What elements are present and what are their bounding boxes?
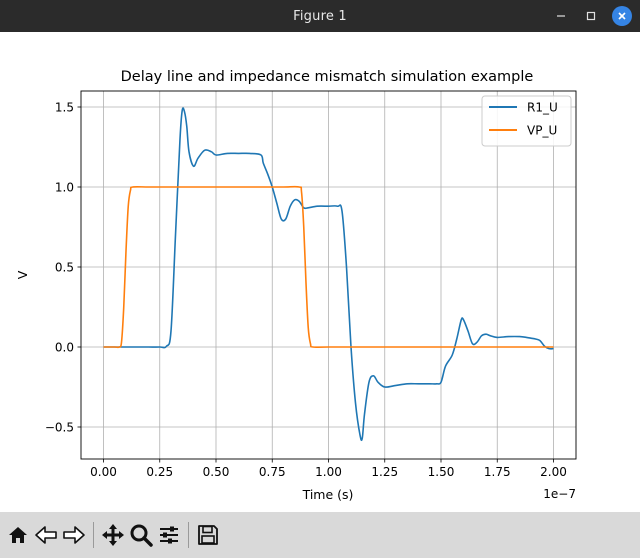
series-line-r1-u [103,107,554,442]
window-title: Figure 1 [293,8,347,24]
x-tick-label: 0.75 [259,465,286,479]
x-tick-label: 1.25 [371,465,398,479]
save-icon[interactable] [194,519,222,551]
x-tick-label: 0.50 [203,465,230,479]
x-tick-label: 2.00 [540,465,567,479]
forward-arrow-icon[interactable] [60,519,88,551]
navigation-toolbar [0,512,640,558]
toolbar-separator [93,522,94,548]
y-tick-label: 0.0 [55,341,74,355]
y-tick-label: 0.5 [55,261,74,275]
x-offset-label: 1e−7 [543,487,576,501]
x-tick-label: 0.00 [90,465,117,479]
x-axis: 0.00 0.25 0.50 0.75 1.00 1.25 1.50 1.75 2.00 [90,459,567,479]
x-tick-label: 1.75 [484,465,511,479]
x-tick-label: 1.50 [428,465,455,479]
window-titlebar: Figure 1 [0,0,640,32]
toolbar-separator [188,522,189,548]
legend-box [481,95,572,147]
x-axis-label: Time (s) [302,487,354,502]
window-controls [552,0,632,32]
y-tick-label: −0.5 [45,421,74,435]
x-tick-label: 1.00 [315,465,342,479]
y-tick-label: 1.0 [55,181,74,195]
back-arrow-icon[interactable] [32,519,60,551]
configure-subplots-icon[interactable] [155,519,183,551]
y-tick-label: 1.5 [55,101,74,115]
legend-label-r1-u: R1_U [527,101,558,115]
line-chart: Delay line and impedance mismatch simula… [15,69,577,502]
maximize-icon[interactable] [582,7,600,25]
y-axis: −0.5 0.0 0.5 1.0 1.5 [45,101,81,435]
figure-canvas: Delay line and impedance mismatch simula… [0,32,640,512]
y-axis-label: V [15,270,30,279]
home-icon[interactable] [4,519,32,551]
series-layer [103,107,554,442]
minimize-icon[interactable] [552,7,570,25]
zoom-icon[interactable] [127,519,155,551]
x-tick-label: 0.25 [146,465,173,479]
pan-icon[interactable] [99,519,127,551]
chart-title: Delay line and impedance mismatch simula… [121,69,534,85]
close-icon[interactable] [612,6,632,26]
series-line-vp-u [103,185,554,349]
legend-label-vp-u: VP_U [527,124,557,138]
legend: R1_U VP_U [481,95,572,147]
